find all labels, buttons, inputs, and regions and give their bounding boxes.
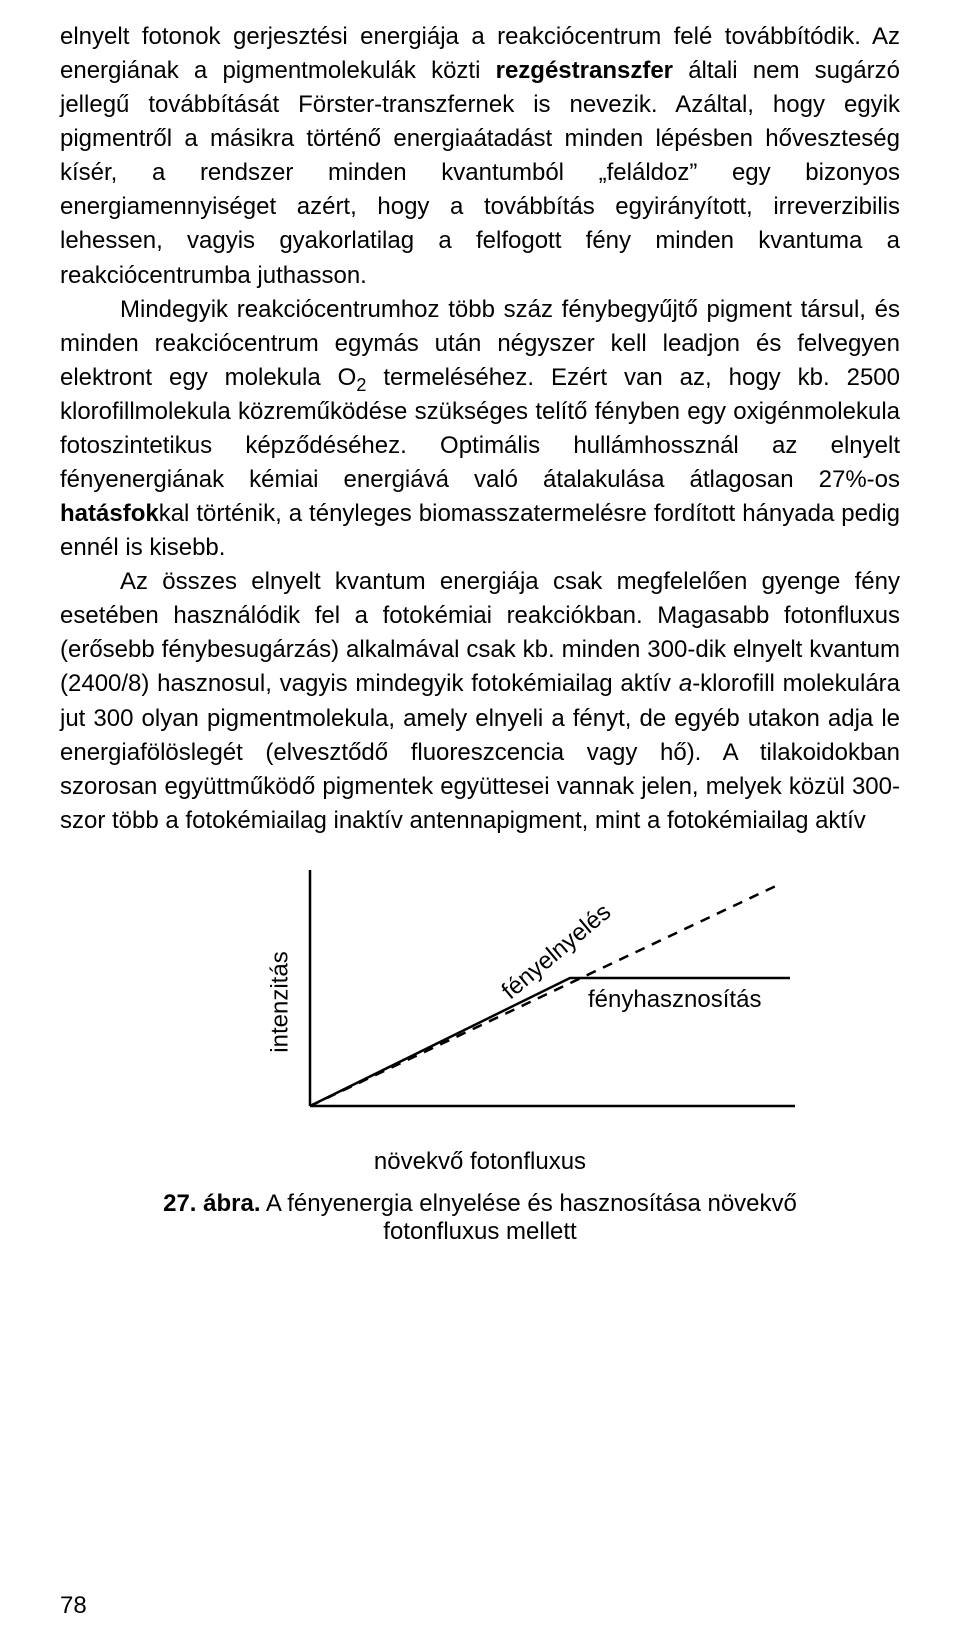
figure-caption: 27. ábra. A fényenergia elnyelése és has… bbox=[60, 1190, 900, 1246]
page-number: 78 bbox=[60, 1592, 87, 1620]
p2-term: hatásfok bbox=[60, 500, 159, 527]
paragraph-2: Mindegyik reakciócentrumhoz több száz fé… bbox=[60, 293, 900, 566]
xaxis-label: növekvő fotonfluxus bbox=[374, 1148, 586, 1176]
p1-term: rezgéstranszfer bbox=[496, 57, 673, 84]
figure-27: intenzitás fényelnyelés fényhasznosítás … bbox=[60, 858, 900, 1246]
p1-text-c: általi nem sugárzó jellegű továbbítását … bbox=[60, 57, 900, 288]
chart-area: intenzitás fényelnyelés fényhasznosítás bbox=[240, 858, 800, 1138]
figure-caption-text: A fényenergia elnyelése és hasznosítása … bbox=[261, 1190, 797, 1245]
paragraph-3: Az összes elnyelt kvantum energiája csak… bbox=[60, 565, 900, 838]
p2-text-d: kal történik, a tényleges biomasszaterme… bbox=[60, 500, 900, 561]
p3-italic: a bbox=[679, 670, 692, 697]
p2-subscript: 2 bbox=[356, 375, 366, 395]
yaxis-label: intenzitás bbox=[267, 951, 295, 1052]
paragraph-1: elnyelt fotonok gerjesztési energiája a … bbox=[60, 20, 900, 293]
fenyhasznositas-label: fényhasznosítás bbox=[588, 986, 761, 1014]
figure-number: 27. ábra. bbox=[163, 1190, 260, 1217]
